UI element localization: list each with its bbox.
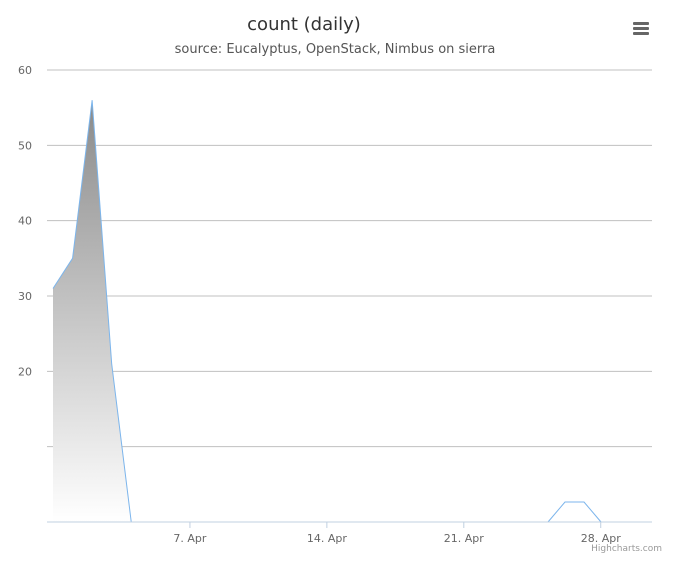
series-line-segment — [547, 501, 602, 523]
x-tick-label: 21. Apr — [444, 532, 484, 545]
y-tick-label: 50 — [18, 139, 32, 152]
x-tick-label: 28. Apr — [581, 532, 621, 545]
x-tick-label: 7. Apr — [173, 532, 206, 545]
y-tick-label: 30 — [18, 290, 32, 303]
series-area — [52, 100, 602, 523]
axes: 20 30 40 50 60 7. Apr 14. Apr 21. Apr 28. Apr — [18, 64, 652, 545]
grid-lines — [47, 69, 652, 448]
y-tick-label: 60 — [18, 64, 32, 77]
hamburger-menu-icon[interactable] — [628, 16, 654, 42]
credits-link[interactable]: Highcharts.com — [591, 544, 662, 554]
chart-title: count (daily) — [247, 14, 361, 35]
y-tick-label: 40 — [18, 215, 32, 228]
x-tick-label: 14. Apr — [307, 532, 347, 545]
series-line — [52, 100, 601, 523]
chart-subtitle: source: Eucalyptus, OpenStack, Nimbus on… — [174, 42, 496, 57]
y-tick-label: 20 — [18, 365, 32, 378]
area-fill — [53, 100, 601, 522]
